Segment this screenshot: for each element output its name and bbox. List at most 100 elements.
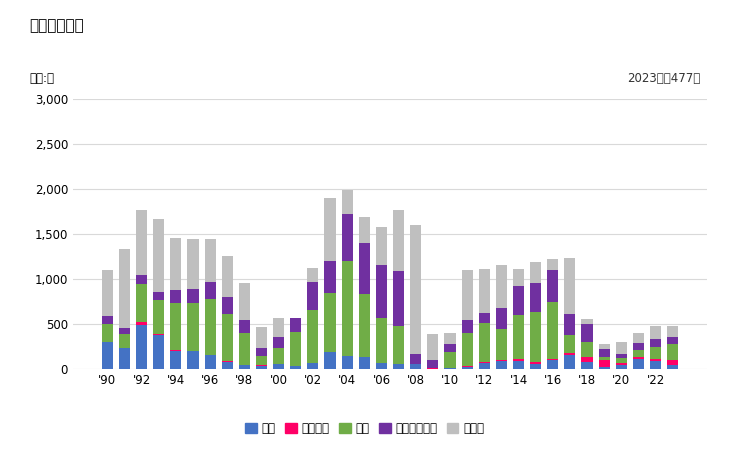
Bar — [496, 308, 507, 329]
Bar — [513, 361, 524, 369]
Bar — [290, 366, 301, 369]
Bar — [171, 302, 182, 350]
Bar — [667, 344, 678, 360]
Bar — [530, 283, 541, 312]
Bar — [359, 294, 370, 357]
Bar — [136, 275, 147, 284]
Bar — [222, 297, 233, 314]
Bar — [530, 262, 541, 283]
Bar — [119, 249, 130, 328]
Bar — [273, 318, 284, 337]
Bar — [359, 217, 370, 243]
Bar — [616, 354, 627, 358]
Bar — [256, 327, 267, 348]
Bar — [445, 344, 456, 352]
Bar — [496, 361, 507, 369]
Bar — [153, 335, 164, 369]
Bar — [222, 361, 233, 362]
Bar — [513, 269, 524, 286]
Bar — [308, 268, 319, 282]
Bar — [616, 363, 627, 365]
Bar — [342, 214, 353, 261]
Bar — [393, 210, 404, 271]
Bar — [667, 365, 678, 369]
Bar — [650, 361, 661, 369]
Bar — [153, 300, 164, 334]
Bar — [256, 348, 267, 356]
Bar — [547, 259, 558, 270]
Bar — [650, 326, 661, 339]
Bar — [136, 210, 147, 275]
Bar — [171, 350, 182, 351]
Bar — [205, 355, 216, 369]
Bar — [564, 355, 575, 369]
Text: 単位:基: 単位:基 — [29, 72, 54, 85]
Bar — [667, 337, 678, 344]
Bar — [479, 323, 490, 362]
Bar — [633, 350, 644, 357]
Bar — [171, 238, 182, 290]
Bar — [496, 360, 507, 361]
Bar — [547, 360, 558, 369]
Bar — [513, 286, 524, 315]
Bar — [256, 365, 267, 366]
Bar — [187, 351, 198, 369]
Bar — [513, 359, 524, 361]
Bar — [445, 333, 456, 344]
Bar — [461, 366, 472, 367]
Bar — [102, 270, 113, 316]
Bar — [479, 269, 490, 313]
Bar — [582, 342, 593, 357]
Bar — [513, 315, 524, 359]
Bar — [599, 360, 609, 367]
Bar — [564, 353, 575, 355]
Bar — [222, 314, 233, 361]
Bar — [427, 334, 438, 360]
Bar — [153, 219, 164, 292]
Bar — [582, 319, 593, 324]
Bar — [479, 363, 490, 369]
Bar — [582, 324, 593, 342]
Bar — [616, 342, 627, 354]
Bar — [324, 198, 335, 261]
Bar — [496, 329, 507, 360]
Bar — [427, 368, 438, 369]
Bar — [393, 326, 404, 364]
Legend: 台湾, ベトナム, タイ, インドネシア, その他: 台湾, ベトナム, タイ, インドネシア, その他 — [240, 417, 489, 440]
Bar — [205, 238, 216, 282]
Bar — [256, 356, 267, 365]
Bar — [633, 359, 644, 369]
Bar — [633, 333, 644, 343]
Bar — [479, 313, 490, 323]
Bar — [530, 312, 541, 362]
Bar — [239, 364, 250, 365]
Bar — [530, 362, 541, 364]
Bar — [616, 358, 627, 363]
Bar — [599, 357, 609, 360]
Bar — [342, 261, 353, 356]
Bar — [308, 310, 319, 363]
Bar — [393, 271, 404, 326]
Bar — [273, 348, 284, 364]
Bar — [650, 347, 661, 359]
Bar — [582, 357, 593, 362]
Bar — [599, 349, 609, 357]
Bar — [461, 320, 472, 333]
Bar — [273, 337, 284, 348]
Bar — [410, 364, 421, 369]
Bar — [273, 364, 284, 369]
Text: 2023年：477基: 2023年：477基 — [628, 72, 701, 86]
Bar — [564, 258, 575, 314]
Bar — [547, 302, 558, 359]
Bar — [119, 334, 130, 348]
Bar — [222, 256, 233, 297]
Bar — [427, 360, 438, 368]
Bar — [239, 365, 250, 369]
Bar — [667, 360, 678, 365]
Bar — [547, 270, 558, 302]
Bar — [205, 299, 216, 355]
Bar — [496, 265, 507, 308]
Bar — [564, 314, 575, 335]
Bar — [102, 324, 113, 342]
Bar — [376, 265, 387, 318]
